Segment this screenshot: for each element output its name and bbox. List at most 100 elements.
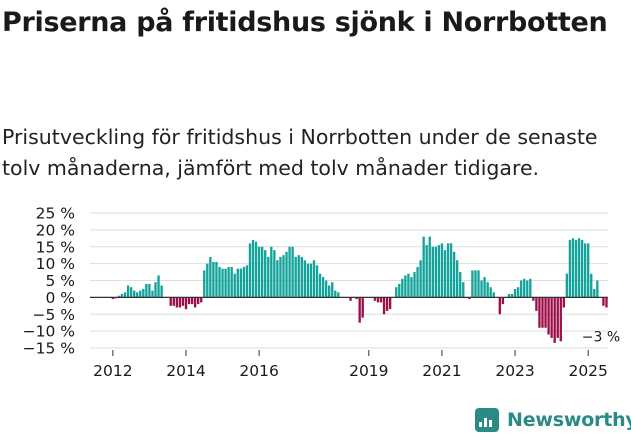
- chart-title: Priserna på fritidshus sjönk i Norrbotte…: [2, 7, 608, 38]
- bar: [541, 297, 544, 328]
- bar: [583, 243, 587, 298]
- bar: [236, 268, 239, 298]
- bar: [410, 277, 413, 298]
- bar: [120, 294, 124, 298]
- bar: [477, 270, 480, 298]
- bar: [553, 297, 556, 343]
- bar: [133, 290, 136, 298]
- bar: [602, 297, 605, 306]
- bar: [315, 265, 319, 298]
- bar: [459, 272, 462, 298]
- bar: [587, 243, 590, 298]
- bar: [474, 270, 477, 298]
- bar: [248, 243, 252, 298]
- bar: [559, 297, 562, 342]
- bar: [187, 297, 191, 305]
- bar: [276, 260, 279, 298]
- bar: [358, 297, 361, 323]
- bar: [318, 273, 322, 298]
- bar: [492, 292, 495, 298]
- bar: [337, 292, 340, 298]
- bar: [334, 290, 337, 298]
- bar: [580, 240, 584, 298]
- bar: [273, 250, 276, 298]
- y-tick-label: 15 %: [36, 238, 75, 256]
- bar: [388, 297, 392, 310]
- x-tick-label: 2014: [166, 362, 205, 380]
- bar: [300, 256, 303, 298]
- bar: [324, 280, 328, 298]
- x-tick-label: 2023: [495, 362, 534, 380]
- x-tick-label: 2021: [422, 362, 461, 380]
- bar: [257, 246, 261, 298]
- bar: [419, 260, 422, 298]
- bar: [428, 236, 431, 298]
- bar: [501, 297, 505, 305]
- bar: [264, 250, 267, 298]
- bar: [267, 256, 270, 298]
- bar: [568, 240, 572, 298]
- bar: [282, 255, 285, 298]
- bar: [306, 263, 310, 298]
- bar: [535, 297, 538, 311]
- bar: [215, 261, 218, 298]
- bar: [483, 277, 486, 298]
- bar: [251, 240, 255, 298]
- bar: [355, 297, 358, 300]
- y-axis-labels: 25 %20 %15 %10 %5 %0 %−5 %−10 %−15 %: [23, 205, 75, 358]
- bar: [556, 297, 559, 338]
- bar: [148, 283, 151, 298]
- bar: [321, 277, 325, 298]
- bar: [233, 273, 236, 298]
- bar: [565, 273, 569, 298]
- bar: [157, 275, 160, 298]
- bar: [452, 251, 456, 298]
- bar: [142, 288, 145, 298]
- bar: [376, 297, 380, 303]
- bar: [193, 297, 197, 308]
- bar: [288, 246, 291, 298]
- bar: [395, 287, 398, 298]
- bar: [123, 292, 127, 298]
- bar: [523, 278, 526, 298]
- bar: [291, 246, 294, 298]
- bar: [136, 292, 139, 298]
- bar: [200, 297, 203, 303]
- bar: [425, 245, 428, 298]
- bar: [596, 280, 599, 298]
- bar: [382, 297, 386, 315]
- bar: [401, 278, 404, 298]
- bar: [154, 282, 157, 298]
- y-tick-label: 5 %: [45, 272, 75, 290]
- bar: [593, 288, 596, 298]
- y-tick-label: −15 %: [23, 340, 75, 358]
- bar: [227, 267, 230, 298]
- bar: [160, 285, 163, 298]
- bar: [538, 297, 541, 328]
- bar: [245, 265, 249, 298]
- bar: [151, 290, 154, 298]
- bar: [181, 297, 185, 306]
- bar: [254, 241, 258, 298]
- bar: [446, 243, 450, 298]
- y-tick-label: 20 %: [36, 221, 75, 239]
- bar: [455, 260, 459, 298]
- bar: [184, 297, 188, 310]
- bar: [221, 268, 224, 298]
- bar: [489, 287, 492, 298]
- bar: [260, 246, 264, 298]
- bar: [145, 283, 148, 298]
- bar: [550, 297, 553, 338]
- x-tick-label: 2012: [93, 362, 132, 380]
- bar: [175, 297, 179, 308]
- bar: [462, 282, 465, 298]
- bar: [434, 246, 438, 298]
- bar: [416, 267, 419, 298]
- bar: [196, 297, 200, 305]
- bar: [303, 260, 306, 298]
- bar: [516, 287, 520, 298]
- newsworthy-logo: Newsworthy: [475, 408, 631, 432]
- bar: [224, 268, 227, 298]
- newsworthy-logo-icon: [475, 408, 499, 432]
- bar: [285, 251, 288, 298]
